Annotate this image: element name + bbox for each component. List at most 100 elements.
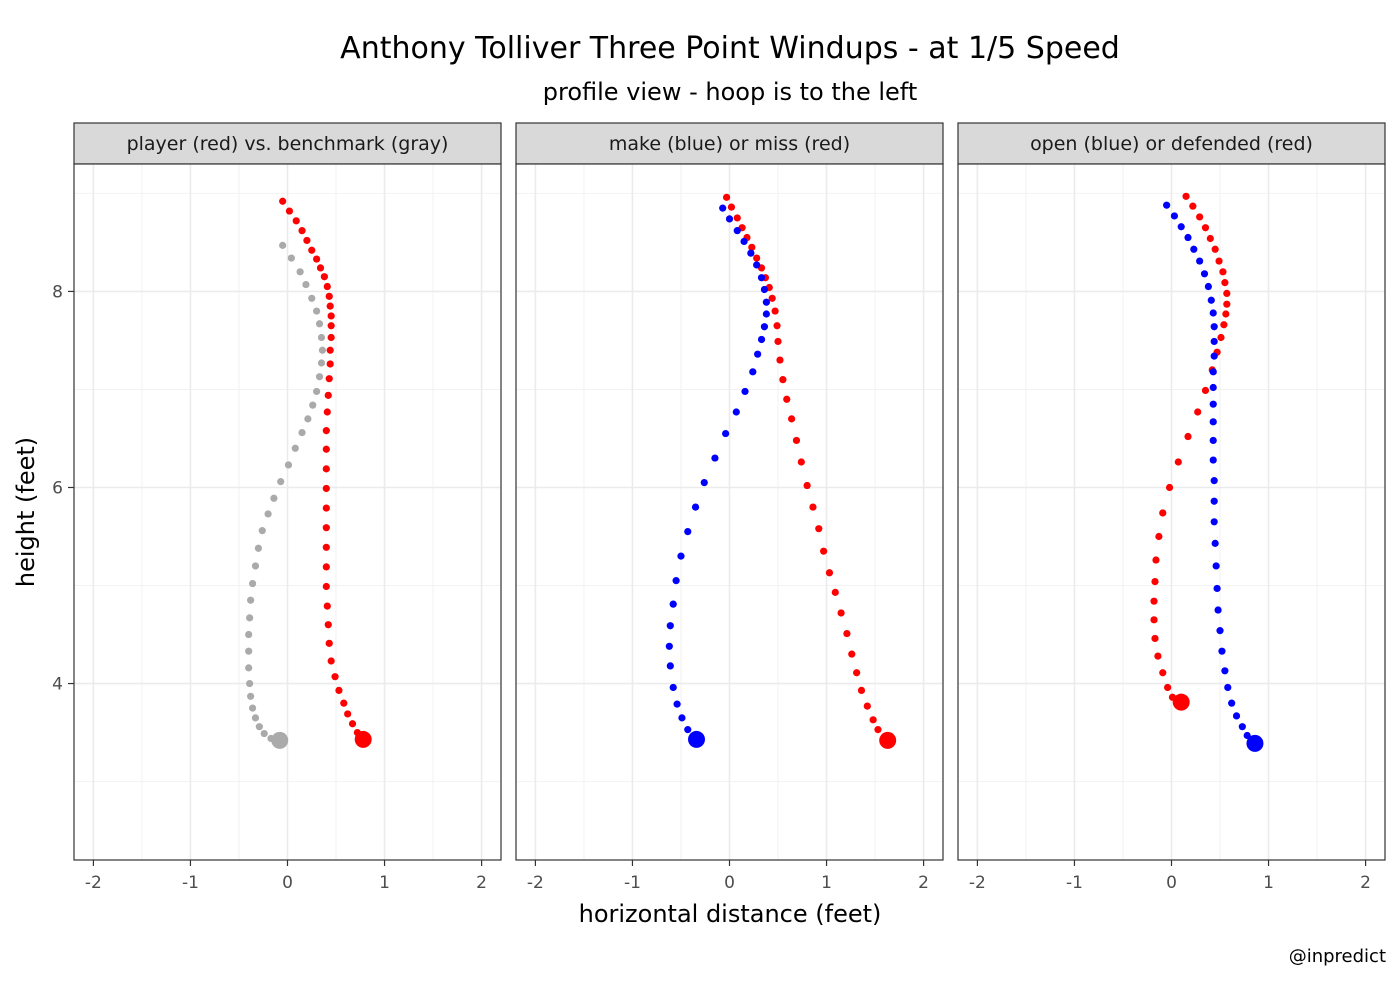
data-point (783, 395, 791, 403)
data-point (815, 525, 823, 533)
data-point (344, 710, 352, 718)
x-tick-label: 0 (282, 873, 293, 893)
data-point (762, 298, 770, 306)
data-point (326, 346, 334, 354)
data-point (322, 445, 330, 453)
data-point (754, 350, 762, 358)
data-point (327, 333, 335, 342)
data-point (1209, 368, 1217, 376)
facet-strip (515, 122, 944, 165)
data-point (1210, 323, 1218, 331)
data-point (757, 335, 766, 344)
data-point (1222, 310, 1230, 318)
data-point (1210, 477, 1218, 485)
facet-strip-label: player (red) vs. benchmark (gray) (127, 133, 449, 155)
data-point (1163, 201, 1171, 209)
data-point (673, 700, 681, 708)
x-tick-label: -1 (624, 873, 641, 893)
facet-panel-3: open (blue) or defended (red) -2 -1 0 1 2 (957, 122, 1386, 893)
data-point (753, 254, 761, 262)
data-point (322, 543, 330, 551)
data-point (722, 193, 731, 201)
data-point (1218, 647, 1226, 655)
data-point (788, 415, 796, 423)
data-point (1150, 597, 1158, 605)
data-point (291, 444, 299, 452)
data-point (292, 217, 300, 225)
x-tick-label: -1 (182, 873, 199, 893)
data-point (837, 609, 845, 617)
data-point (1209, 309, 1217, 317)
data-point (749, 368, 757, 376)
data-point (733, 227, 741, 235)
data-point (1155, 532, 1163, 541)
data-point (669, 683, 677, 692)
data-point (327, 657, 335, 665)
data-point (287, 254, 295, 262)
data-point (316, 264, 325, 272)
data-point (1223, 300, 1231, 308)
data-point (309, 401, 317, 409)
data-point (863, 702, 871, 710)
data-point (1151, 578, 1159, 586)
endpoint-marker (354, 730, 372, 748)
data-point (264, 510, 272, 518)
data-point (322, 504, 330, 512)
data-point (741, 387, 749, 396)
y-tick-label: 4 (52, 675, 63, 695)
data-point (776, 356, 784, 364)
data-point (1204, 282, 1212, 291)
data-point (325, 292, 333, 300)
data-point (740, 237, 748, 246)
data-point (727, 203, 736, 211)
data-point (322, 563, 330, 571)
data-point (803, 481, 811, 490)
x-tick-label: 1 (821, 873, 832, 893)
data-point (1159, 669, 1167, 677)
data-point (284, 461, 293, 469)
data-point (1209, 456, 1217, 464)
data-point (1215, 257, 1223, 265)
data-point (318, 346, 327, 354)
facet-panel-1: player (red) vs. benchmark (gray) -2 -1 0 1 2… (52, 122, 502, 893)
data-point (825, 569, 834, 577)
data-point (774, 337, 782, 346)
data-point (1207, 296, 1215, 304)
y-tick-label: 8 (52, 282, 63, 302)
data-point (771, 307, 779, 315)
data-point (251, 562, 260, 570)
data-point (254, 544, 262, 552)
data-point (277, 478, 285, 486)
data-point (1221, 667, 1229, 675)
data-point (691, 503, 700, 511)
data-point (315, 373, 324, 381)
data-point (1232, 712, 1241, 720)
facet-strip (957, 122, 1386, 165)
data-point (322, 465, 330, 473)
x-tick-label: 2 (918, 873, 929, 893)
x-tick-label: 0 (1166, 873, 1177, 893)
data-point (326, 360, 334, 368)
data-point (327, 312, 335, 320)
data-point (317, 359, 326, 367)
data-point (831, 588, 839, 596)
data-point (1238, 723, 1246, 731)
data-point (246, 679, 254, 688)
data-point (848, 650, 856, 658)
data-point (247, 692, 255, 700)
facet-strip-label: open (blue) or defended (red) (1030, 133, 1313, 155)
chart-subtitle: profile view - hoop is to the left (543, 78, 917, 106)
facet-strip (73, 122, 502, 165)
data-point (1214, 606, 1222, 614)
data-point (1170, 212, 1179, 220)
data-point (260, 729, 268, 738)
data-point (270, 494, 278, 502)
data-point (245, 664, 253, 672)
data-point (251, 714, 260, 722)
data-point (296, 268, 304, 276)
x-tick-label: -2 (85, 873, 102, 893)
data-point (1211, 245, 1219, 253)
series-gray (245, 241, 327, 749)
data-point (255, 723, 263, 731)
data-point (666, 622, 674, 630)
